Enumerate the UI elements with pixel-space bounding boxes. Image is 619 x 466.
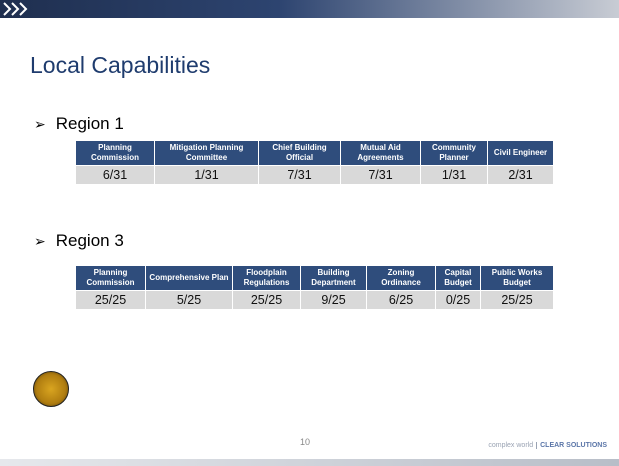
header-row: Planning Commission Comprehensive Plan Flo…: [75, 265, 554, 291]
value-cell: 0/25: [435, 290, 481, 310]
column-header: Planning Commission: [75, 140, 155, 166]
column-header: Mutual Aid Agreements: [340, 140, 421, 166]
value-cell: 9/25: [300, 290, 367, 310]
value-cell: 6/31: [75, 165, 155, 185]
value-cell: 6/25: [366, 290, 436, 310]
heading-text: Region 3: [55, 231, 124, 250]
section-heading: ➢ Region 3: [34, 231, 124, 251]
value-cell: 25/25: [480, 290, 554, 310]
value-cell: 5/25: [145, 290, 233, 310]
section-heading: ➢ Region 1: [34, 114, 124, 134]
value-cell: 25/25: [75, 290, 146, 310]
brand: CLEAR SOLUTIONS: [536, 442, 607, 449]
data-row: 25/25 5/25 25/25 9/25 6/25 0/25 25/25: [75, 290, 554, 310]
bullet-arrow: ➢: [34, 233, 46, 249]
column-header: Building Department: [300, 265, 367, 291]
value-cell: 7/31: [258, 165, 341, 185]
column-header: Civil Engineer: [487, 140, 554, 166]
value-cell: 2/31: [487, 165, 554, 185]
capability-table: Planning Commission Mitigation Planning C…: [75, 140, 554, 185]
column-header: Zoning Ordinance: [366, 265, 436, 291]
tagline: complex world: [488, 442, 534, 449]
value-cell: 25/25: [232, 290, 301, 310]
page-number: 10: [300, 437, 311, 447]
footer: complex world CLEAR SOLUTIONS: [488, 442, 607, 449]
column-header: Mitigation Planning Committee: [154, 140, 259, 166]
chevrons: [3, 2, 28, 16]
column-header: Planning Commission: [75, 265, 146, 291]
header-row: Planning Commission Mitigation Planning C…: [75, 140, 554, 166]
column-header: Capital Budget: [435, 265, 481, 291]
capability-table: Planning Commission Comprehensive Plan Flo…: [75, 265, 554, 310]
column-header: Community Planner: [420, 140, 488, 166]
logo: [33, 371, 69, 407]
top-bar: [0, 0, 619, 18]
value-cell: 1/31: [420, 165, 488, 185]
column-header: Floodplain Regulations: [232, 265, 301, 291]
heading-text: Region 1: [55, 114, 124, 133]
column-header: Comprehensive Plan: [145, 265, 233, 291]
column-header: Chief Building Official: [258, 140, 341, 166]
value-cell: 1/31: [154, 165, 259, 185]
value-cell: 7/31: [340, 165, 421, 185]
bottom-bar: [0, 459, 619, 466]
data-row: 6/31 1/31 7/31 7/31 1/31 2/31: [75, 165, 554, 185]
slide-title: Local Capabilities: [30, 52, 211, 78]
column-header: Public Works Budget: [480, 265, 554, 291]
bullet-arrow: ➢: [34, 116, 46, 132]
